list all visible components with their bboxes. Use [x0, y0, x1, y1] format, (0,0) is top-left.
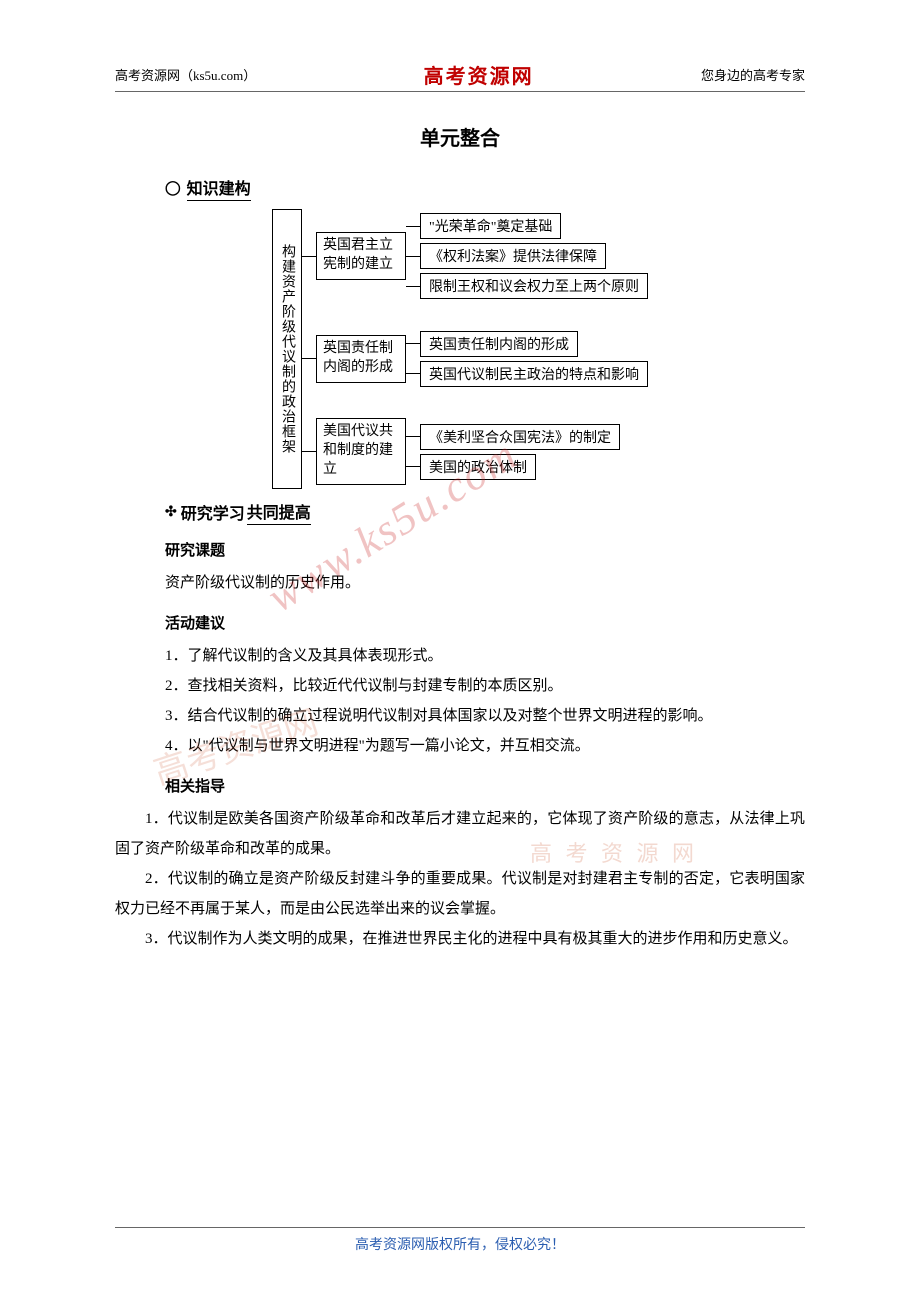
- leaf-row: 英国代议制民主政治的特点和影响: [406, 361, 648, 387]
- leaf: 《美利坚合众国宪法》的制定: [420, 424, 620, 450]
- diagram-inner: 构建资产阶级代议制的政治框架 英国君主立宪制的建立 "光荣革命"奠定基础 《权利…: [272, 209, 648, 489]
- leaf: 《权利法案》提供法律保障: [420, 243, 606, 269]
- branch2-label: 英国责任制内阁的形成: [316, 335, 406, 383]
- branch3-leaves: 《美利坚合众国宪法》的制定 美国的政治体制: [406, 424, 620, 480]
- leaf-row: 美国的政治体制: [406, 454, 620, 480]
- connector-icon: [302, 256, 316, 257]
- leaf: 限制王权和议会权力至上两个原则: [420, 273, 648, 299]
- connector-icon: [406, 343, 420, 344]
- page: 高考资源网（ks5u.com） 高考资源网 您身边的高考专家 单元整合 ◯ 知识…: [0, 0, 920, 1014]
- leaf: 英国责任制内阁的形成: [420, 331, 578, 357]
- heading-topic: 研究课题: [165, 539, 805, 560]
- branch-2: 英国责任制内阁的形成 英国责任制内阁的形成 英国代议制民主政治的特点和影响: [302, 331, 648, 387]
- leaf-row: 英国责任制内阁的形成: [406, 331, 648, 357]
- connector-icon: [406, 226, 420, 227]
- guide-paragraphs: 1．代议制是欧美各国资产阶级革命和改革后才建立起来的，它体现了资产阶级的意志，从…: [115, 804, 805, 954]
- header-center-brand: 高考资源网: [424, 60, 534, 89]
- section-research-label1: 研究学习: [181, 500, 245, 524]
- guide-p1: 1．代议制是欧美各国资产阶级革命和改革后才建立起来的，它体现了资产阶级的意志，从…: [115, 804, 805, 864]
- activity-line-2: 2．查找相关资料，比较近代代议制与封建专制的本质区别。: [165, 671, 805, 701]
- branch1-label: 英国君主立宪制的建立: [316, 232, 406, 280]
- section-knowledge-label: 知识建构: [187, 175, 251, 201]
- knowledge-diagram: 构建资产阶级代议制的政治框架 英国君主立宪制的建立 "光荣革命"奠定基础 《权利…: [115, 209, 805, 489]
- branch2-leaves: 英国责任制内阁的形成 英国代议制民主政治的特点和影响: [406, 331, 648, 387]
- heading-activity: 活动建议: [165, 612, 805, 633]
- heading-guide: 相关指导: [165, 775, 805, 796]
- leaf: 美国的政治体制: [420, 454, 536, 480]
- section-research-head: ✣ 研究学习 共同提高: [165, 499, 805, 525]
- section-research-label2: 共同提高: [247, 499, 311, 525]
- guide-p3: 3．代议制作为人类文明的成果，在推进世界民主化的进程中具有极其重大的进步作用和历…: [115, 924, 805, 954]
- branch-1: 英国君主立宪制的建立 "光荣革命"奠定基础 《权利法案》提供法律保障 限制: [302, 213, 648, 299]
- branch1-leaves: "光荣革命"奠定基础 《权利法案》提供法律保障 限制王权和议会权力至上两个原则: [406, 213, 648, 299]
- leaf-row: "光荣革命"奠定基础: [406, 213, 648, 239]
- connector-icon: [406, 466, 420, 467]
- connector-icon: [302, 451, 316, 452]
- activity-line-3: 3．结合代议制的确立过程说明代议制对具体国家以及对整个世界文明进程的影响。: [165, 701, 805, 731]
- header-right: 您身边的高考专家: [701, 65, 805, 84]
- connector-icon: [406, 373, 420, 374]
- leaf: "光荣革命"奠定基础: [420, 213, 561, 239]
- diagram-root: 构建资产阶级代议制的政治框架: [272, 209, 302, 489]
- leaf: 英国代议制民主政治的特点和影响: [420, 361, 648, 387]
- page-title: 单元整合: [115, 122, 805, 151]
- connector-icon: [406, 256, 420, 257]
- branch3-label: 美国代议共和制度的建立: [316, 418, 406, 485]
- topic-text: 资产阶级代议制的历史作用。: [165, 568, 805, 598]
- leaf-row: 《权利法案》提供法律保障: [406, 243, 648, 269]
- branch-3: 美国代议共和制度的建立 《美利坚合众国宪法》的制定 美国的政治体制: [302, 418, 648, 485]
- diagram-branches: 英国君主立宪制的建立 "光荣革命"奠定基础 《权利法案》提供法律保障 限制: [302, 209, 648, 489]
- circle-icon: ◯: [165, 180, 181, 197]
- connector-icon: [406, 286, 420, 287]
- leaf-row: 《美利坚合众国宪法》的制定: [406, 424, 620, 450]
- guide-p2: 2．代议制的确立是资产阶级反封建斗争的重要成果。代议制是对封建君主专制的否定，它…: [115, 864, 805, 924]
- header-left: 高考资源网（ks5u.com）: [115, 65, 256, 84]
- connector-icon: [406, 436, 420, 437]
- activity-line-4: 4．以"代议制与世界文明进程"为题写一篇小论文，并互相交流。: [165, 731, 805, 761]
- leaf-row: 限制王权和议会权力至上两个原则: [406, 273, 648, 299]
- page-footer: 高考资源网版权所有，侵权必究！: [115, 1227, 805, 1254]
- page-header: 高考资源网（ks5u.com） 高考资源网 您身边的高考专家: [115, 60, 805, 92]
- section-knowledge-head: ◯ 知识建构: [165, 175, 805, 201]
- connector-icon: [302, 358, 316, 359]
- sparkle-icon: ✣: [165, 504, 177, 521]
- activity-line-1: 1．了解代议制的含义及其具体表现形式。: [165, 641, 805, 671]
